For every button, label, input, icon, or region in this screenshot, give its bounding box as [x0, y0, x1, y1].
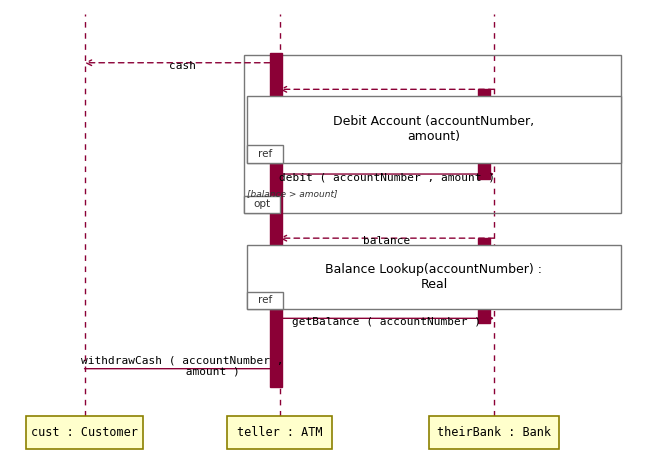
Bar	[244, 55, 621, 213]
Bar	[227, 416, 332, 449]
Text: theirBank : Bank: theirBank : Bank	[437, 426, 551, 439]
Bar	[244, 196, 280, 213]
Text: cash: cash	[168, 61, 196, 71]
Text: teller : ATM: teller : ATM	[237, 426, 322, 439]
Bar	[429, 416, 559, 449]
Bar	[478, 89, 490, 179]
Bar	[247, 96, 621, 163]
Text: Balance Lookup(accountNumber) :
Real: Balance Lookup(accountNumber) : Real	[326, 263, 542, 291]
Text: cust : Customer: cust : Customer	[31, 426, 138, 439]
Text: getBalance ( accountNumber ): getBalance ( accountNumber )	[292, 316, 481, 327]
Bar	[247, 292, 283, 309]
Bar	[247, 145, 283, 163]
Bar	[270, 53, 282, 387]
Text: Debit Account (accountNumber,
amount): Debit Account (accountNumber, amount)	[333, 115, 534, 143]
Bar	[26, 416, 143, 449]
Text: withdrawCash ( accountNumber ,
         amount ): withdrawCash ( accountNumber , amount )	[81, 355, 283, 377]
Text: balance: balance	[363, 236, 410, 246]
Text: debit ( accountNumber , amount ): debit ( accountNumber , amount )	[279, 172, 495, 182]
Text: ref: ref	[258, 295, 272, 305]
Text: ref: ref	[258, 149, 272, 159]
Bar	[247, 245, 621, 309]
Bar	[478, 238, 490, 323]
Text: opt: opt	[253, 199, 270, 209]
Text: [balance > amount]: [balance > amount]	[247, 190, 337, 199]
